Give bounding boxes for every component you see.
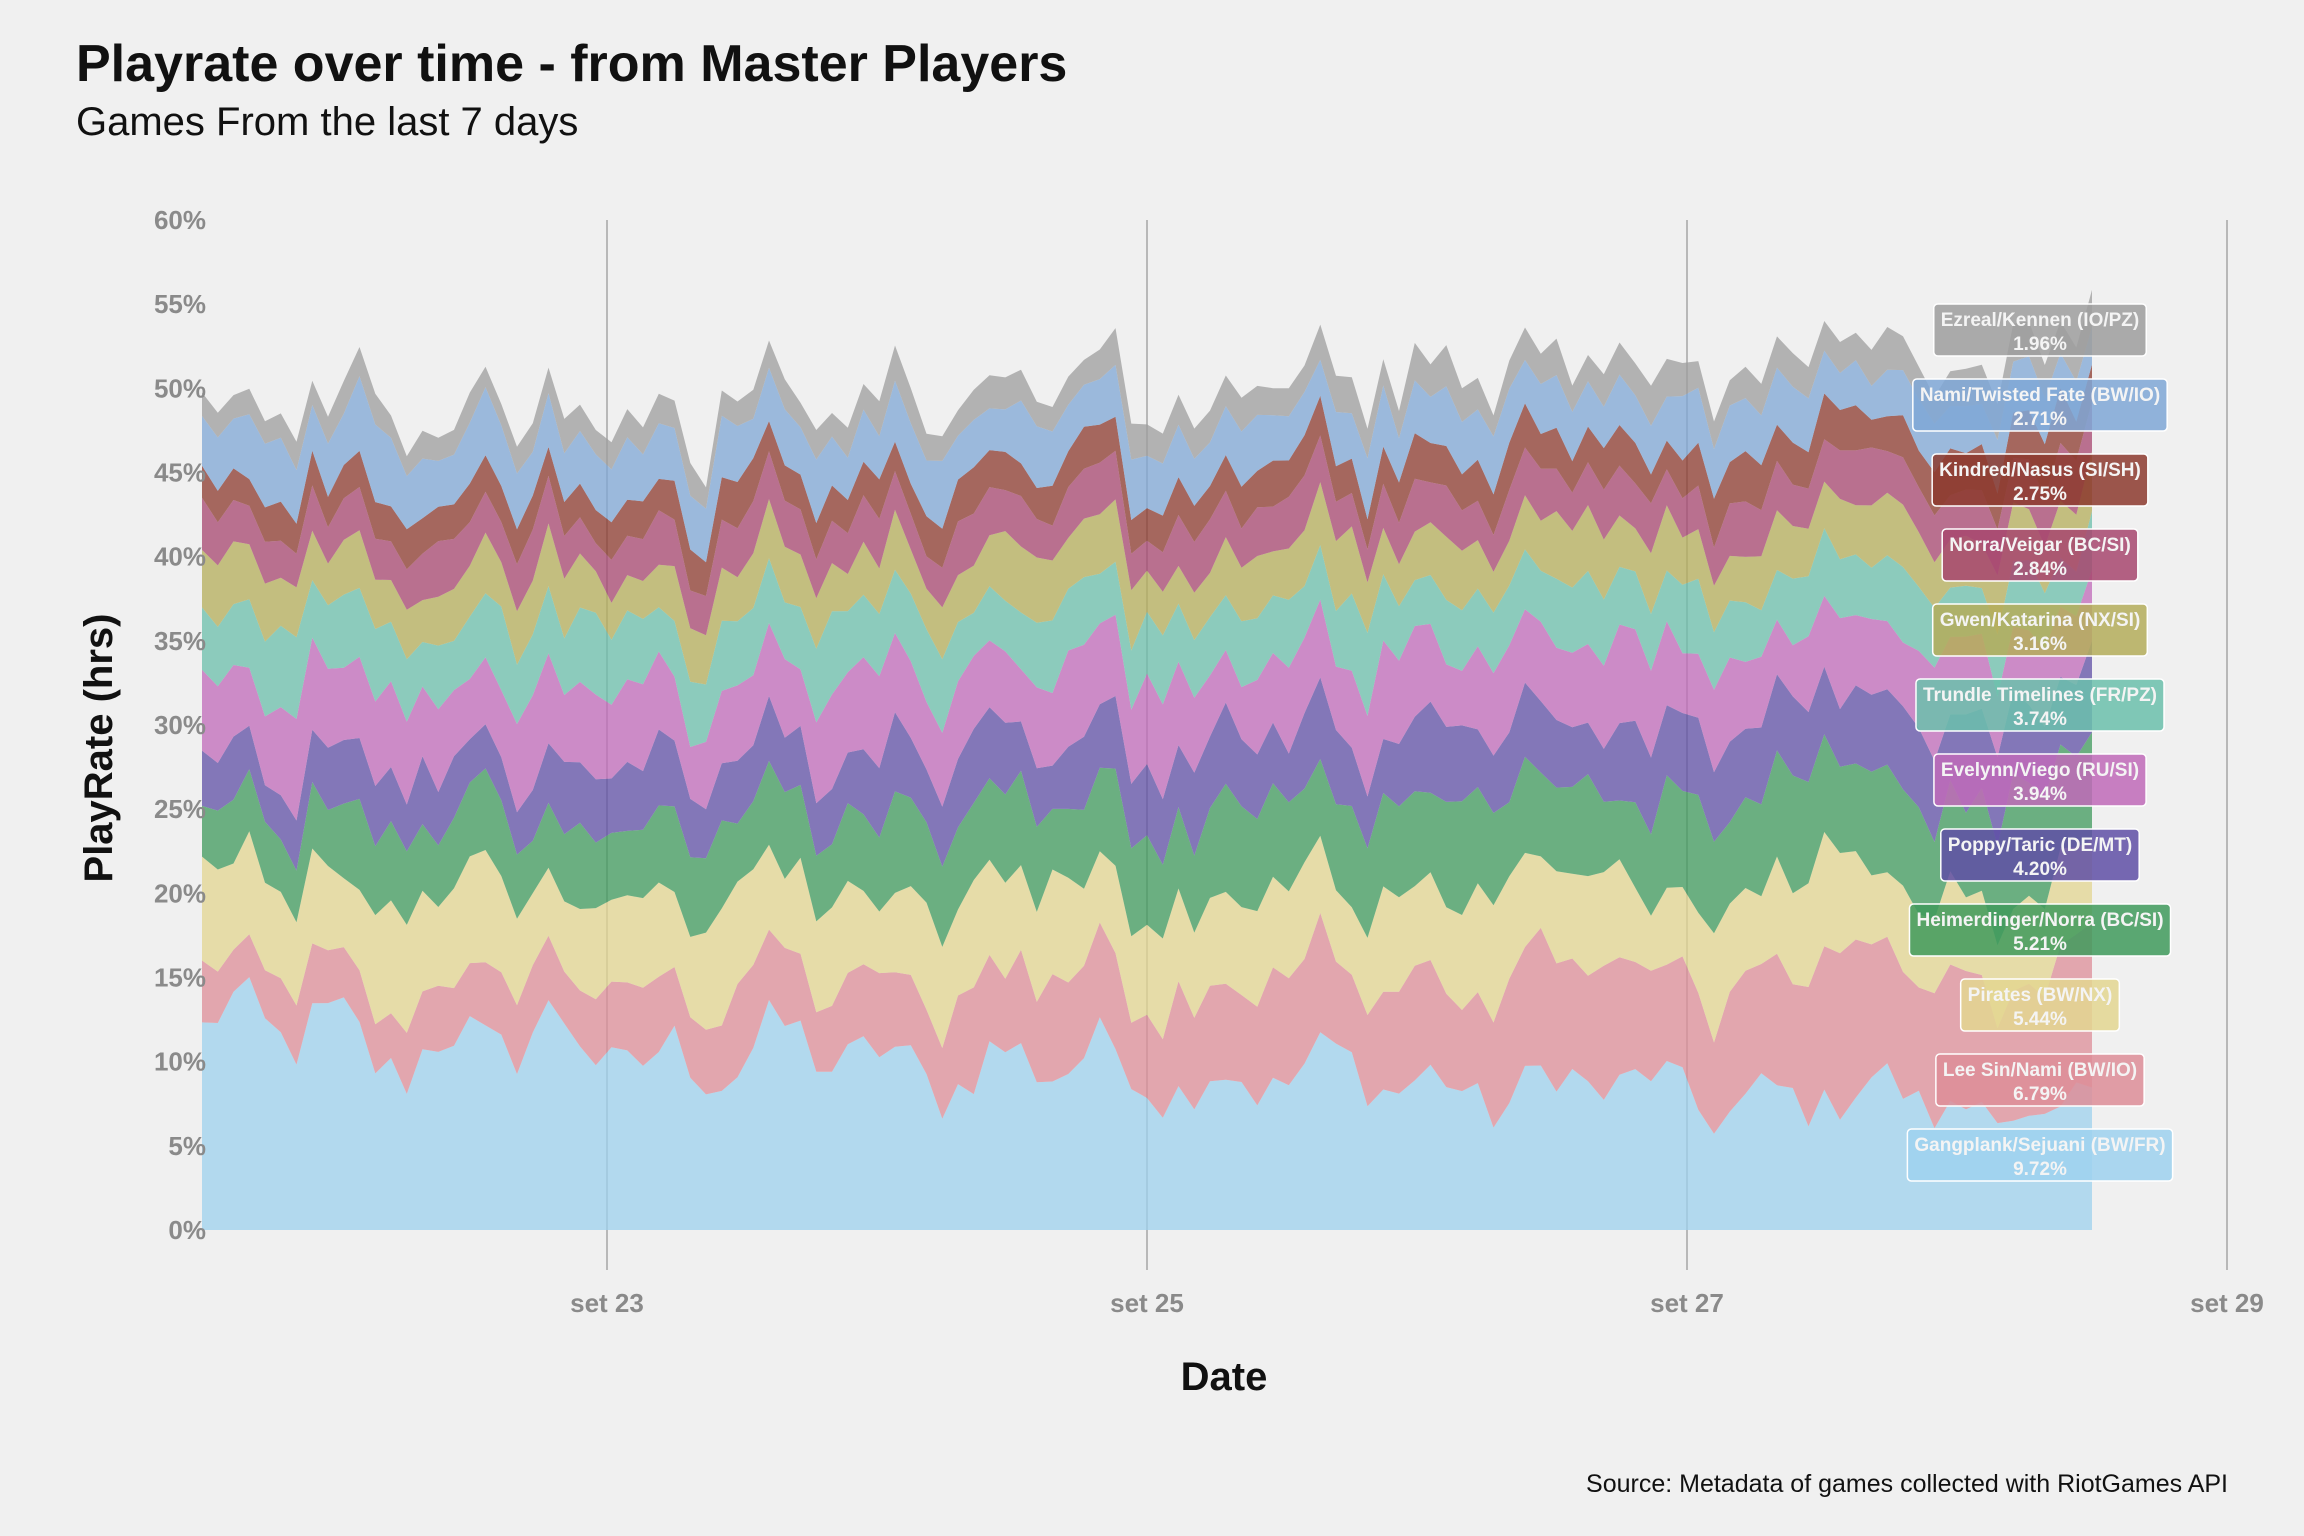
- x-tick-label-0: set 23: [570, 1288, 644, 1318]
- x-axis-ticks: set 23 set 25 set 27 set 29: [570, 1288, 2264, 1318]
- series-label-value: 3.94%: [2013, 784, 2067, 805]
- y-tick-label-0: 0%: [168, 1215, 206, 1245]
- series-label-box: [1941, 528, 2139, 582]
- series-label-box: [1915, 678, 2165, 732]
- series-label-box: [1931, 603, 2149, 657]
- series-label-11: Ezreal/Kennen (IO/PZ) 1.96%: [1933, 303, 2147, 357]
- series-label-6: Trundle Timelines (FR/PZ) 3.74%: [1915, 678, 2165, 732]
- series-label-value: 1.96%: [2013, 334, 2067, 355]
- area-series-2: [202, 831, 2092, 1049]
- series-label-name: Trundle Timelines (FR/PZ): [1923, 685, 2157, 706]
- y-axis-ticks: 0% 5% 10% 15% 20% 25% 30% 35% 40% 45% 50% 55% 60%: [154, 205, 206, 1245]
- area-series-11: [202, 289, 2092, 509]
- series-label-name: Gangplank/Sejuani (BW/FR): [1914, 1135, 2165, 1156]
- series-label-box: [1940, 828, 2140, 882]
- x-tick-label-1: set 25: [1110, 1288, 1184, 1318]
- series-label-value: 5.21%: [2013, 934, 2067, 955]
- y-tick-label-8: 40%: [154, 542, 206, 572]
- area-series-1: [202, 913, 2092, 1134]
- series-label-name: Evelynn/Viego (RU/SI): [1941, 760, 2139, 781]
- series-label-name: Gwen/Katarina (NX/SI): [1940, 610, 2141, 631]
- y-tick-label-9: 45%: [154, 458, 206, 488]
- series-label-value: 5.44%: [2013, 1009, 2067, 1030]
- series-label-value: 6.79%: [2013, 1084, 2067, 1105]
- series-label-0: Gangplank/Sejuani (BW/FR) 9.72%: [1906, 1128, 2174, 1182]
- area-series-7: [202, 451, 2092, 685]
- series-label-box: [1931, 453, 2149, 507]
- series-label-8: Norra/Veigar (BC/SI) 2.84%: [1941, 528, 2139, 582]
- series-label-box: [1908, 903, 2172, 957]
- area-series-0: [202, 977, 2092, 1230]
- series-label-2: Pirates (BW/NX) 5.44%: [1959, 978, 2121, 1032]
- chart-title: Playrate over time - from Master Players: [76, 35, 1068, 93]
- series-label-box: [1933, 753, 2147, 807]
- area-series-4: [202, 640, 2092, 871]
- y-tick-label-12: 60%: [154, 205, 206, 235]
- chart-caption: Source: Metadata of games collected with…: [1586, 1470, 2228, 1498]
- series-label-name: Kindred/Nasus (SI/SH): [1939, 460, 2141, 481]
- y-axis-title: PlayRate (hrs): [77, 614, 121, 883]
- series-label-7: Gwen/Katarina (NX/SI) 3.16%: [1931, 603, 2149, 657]
- series-label-name: Ezreal/Kennen (IO/PZ): [1941, 310, 2139, 331]
- area-series-8: [202, 401, 2092, 636]
- y-tick-label-4: 20%: [154, 878, 206, 908]
- series-label-value: 2.75%: [2013, 484, 2067, 505]
- y-tick-label-10: 50%: [154, 373, 206, 403]
- y-tick-label-1: 5%: [168, 1131, 206, 1161]
- y-tick-label-5: 25%: [154, 794, 206, 824]
- area-series-3: [202, 732, 2092, 947]
- series-label-value: 9.72%: [2013, 1159, 2067, 1180]
- area-series-6: [202, 511, 2092, 747]
- series-label-1: Lee Sin/Nami (BW/IO) 6.79%: [1935, 1053, 2145, 1107]
- series-labels: Gangplank/Sejuani (BW/FR) 9.72% Lee Sin/Na…: [1906, 303, 2174, 1182]
- series-label-value: 4.20%: [2013, 859, 2067, 880]
- y-tick-label-11: 55%: [154, 289, 206, 319]
- series-label-name: Pirates (BW/NX): [1968, 985, 2113, 1006]
- x-axis-title: Date: [1181, 1355, 1268, 1399]
- area-series-10: [202, 327, 2092, 563]
- series-label-box: [1906, 1128, 2174, 1182]
- series-label-4: Poppy/Taric (DE/MT) 4.20%: [1940, 828, 2140, 882]
- y-tick-label-3: 15%: [154, 963, 206, 993]
- x-tick-label-3: set 29: [2190, 1288, 2264, 1318]
- series-label-name: Nami/Twisted Fate (BW/IO): [1920, 385, 2160, 406]
- x-tick-label-2: set 27: [1650, 1288, 1724, 1318]
- series-label-box: [1959, 978, 2121, 1032]
- series-label-box: [1933, 303, 2147, 357]
- series-label-name: Heimerdinger/Norra (BC/SI): [1916, 910, 2163, 931]
- series-label-value: 3.16%: [2013, 634, 2067, 655]
- y-tick-label-2: 10%: [154, 1047, 206, 1077]
- series-label-value: 2.71%: [2013, 409, 2067, 430]
- series-label-box: [1935, 1053, 2145, 1107]
- series-label-name: Norra/Veigar (BC/SI): [1949, 535, 2131, 556]
- series-label-name: Lee Sin/Nami (BW/IO): [1943, 1060, 2137, 1081]
- series-label-box: [1912, 378, 2168, 432]
- area-series-5: [202, 569, 2092, 821]
- series-label-5: Evelynn/Viego (RU/SI) 3.94%: [1933, 753, 2147, 807]
- series-label-10: Nami/Twisted Fate (BW/IO) 2.71%: [1912, 378, 2168, 432]
- y-tick-label-7: 35%: [154, 626, 206, 656]
- series-label-9: Kindred/Nasus (SI/SH) 2.75%: [1931, 453, 2149, 507]
- series-label-value: 2.84%: [2013, 559, 2067, 580]
- y-tick-label-6: 30%: [154, 710, 206, 740]
- area-layer: [202, 289, 2092, 1230]
- series-label-name: Poppy/Taric (DE/MT): [1948, 835, 2132, 856]
- series-label-3: Heimerdinger/Norra (BC/SI) 5.21%: [1908, 903, 2172, 957]
- chart-subtitle: Games From the last 7 days: [76, 100, 579, 144]
- series-label-value: 3.74%: [2013, 709, 2067, 730]
